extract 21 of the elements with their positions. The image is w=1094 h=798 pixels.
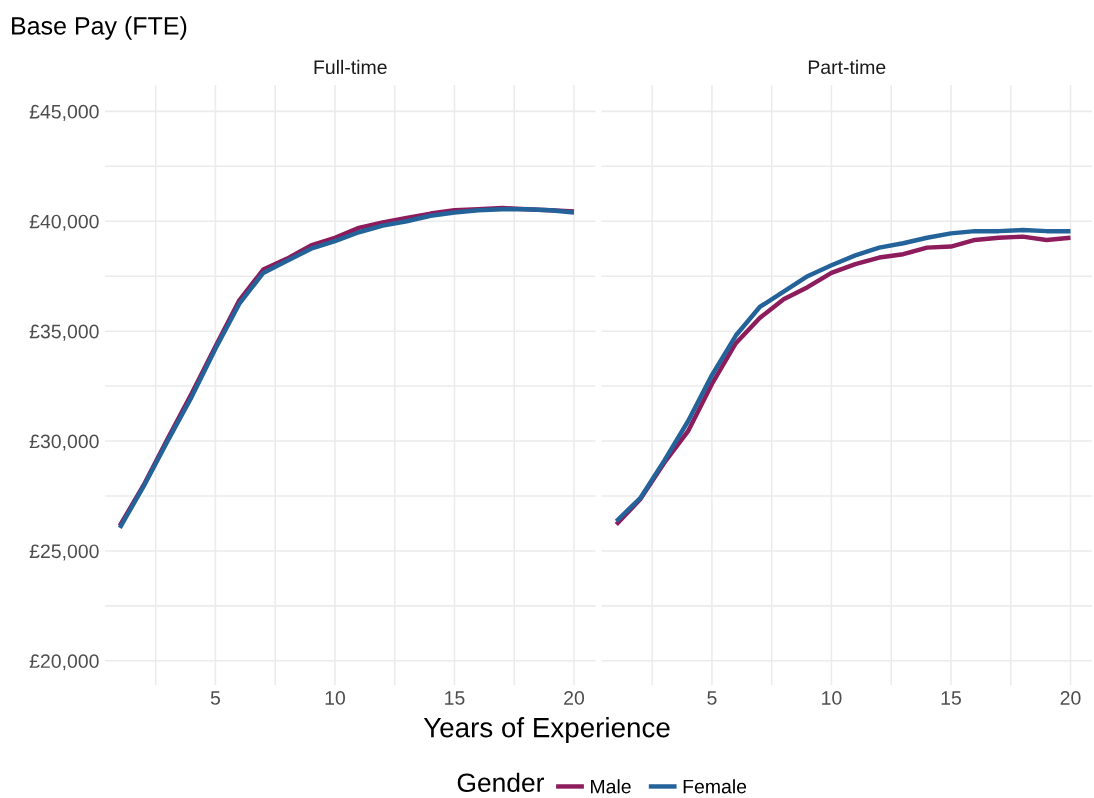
x-tick-label: 15 [941,691,961,705]
x-tick-label: 20 [564,691,585,705]
x-tick-label: 10 [325,691,346,705]
x-tick-label: 5 [707,691,717,705]
y-tick-label: £35,000 [29,324,99,341]
text: Base Pay (FTE) [12,16,187,40]
x-tick-label: 10 [822,691,842,705]
y-tick-label: £40,000 [29,214,99,231]
y-tick-label: £25,000 [29,544,99,561]
x-tick-label: 5 [210,691,221,705]
y-tick-label: £30,000 [29,434,99,451]
x-tick-label: 15 [445,691,465,705]
legend-title: Gender [457,772,545,793]
legend-label: Female [683,779,747,794]
y-tick-label: £45,000 [29,104,99,121]
x-tick-label: 20 [1060,691,1081,705]
x-axis-title: Years of Experience [423,717,670,743]
chart-title: Part-time [808,59,886,75]
legend-label: Male [591,779,631,794]
chart-title: Full-time [314,59,387,75]
y-tick-label: £20,000 [29,654,99,671]
